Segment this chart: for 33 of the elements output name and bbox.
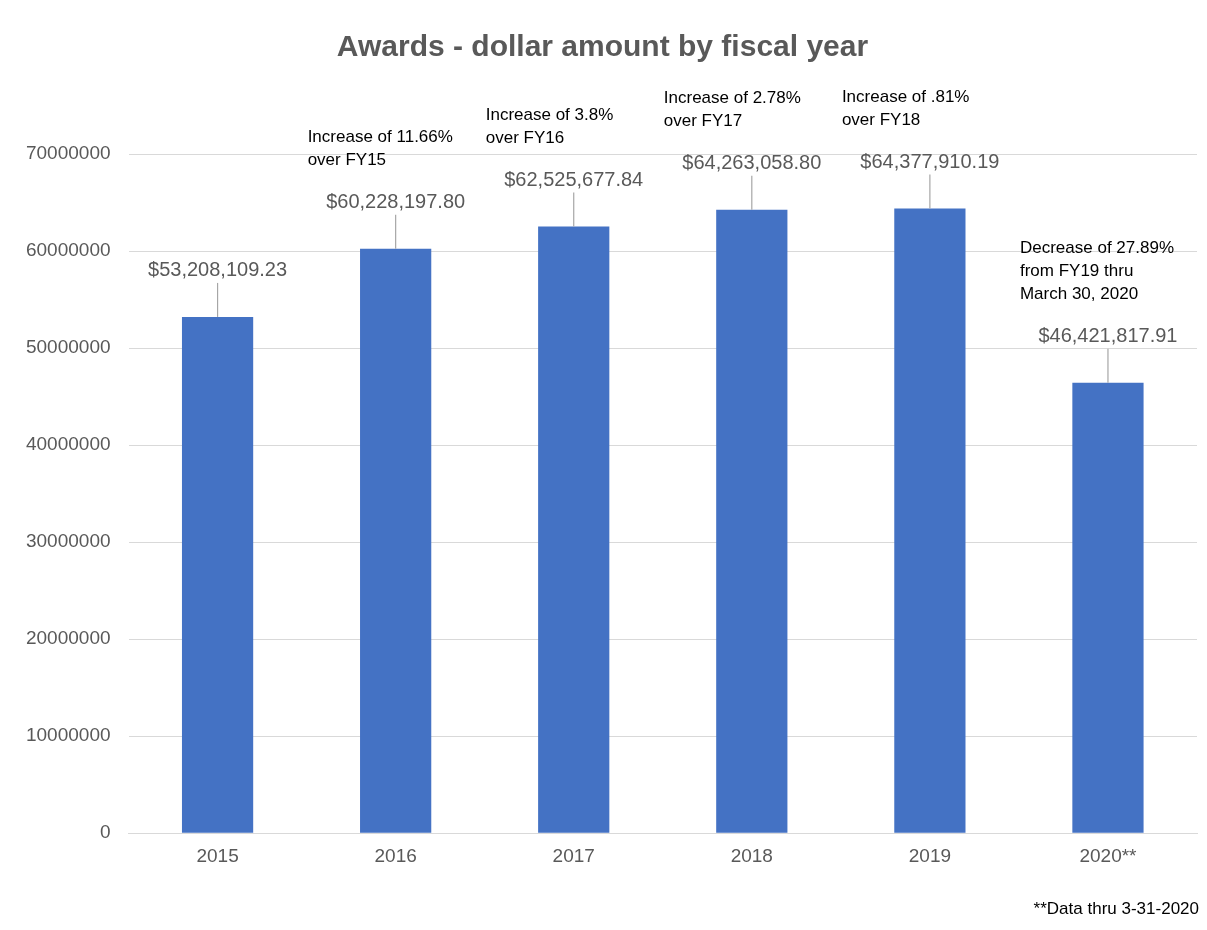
- x-tick-label: 2020**: [1079, 844, 1138, 866]
- data-label: $46,421,817.91: [1038, 324, 1178, 347]
- text: **Data thru 3-31-2020: [1033, 899, 1199, 919]
- data-label: $64,377,910.19: [860, 150, 1000, 173]
- bar: [1072, 382, 1144, 833]
- y-tick-label: 20000000: [25, 627, 111, 649]
- x-tick-label: 2015: [196, 844, 239, 866]
- data-label: $64,263,058.80: [682, 151, 822, 174]
- bar: [894, 208, 966, 833]
- bar: [716, 209, 788, 833]
- x-tick-label: 2019: [908, 844, 952, 866]
- x-tick-label: 2017: [552, 844, 595, 866]
- y-tick-label: 10000000: [25, 724, 111, 746]
- y-tick-label: 0: [99, 821, 111, 843]
- x-tick-label: 2018: [730, 844, 773, 866]
- annotation: Decrease of 27.89% from FY19 thru March 30, 2020: [1019, 237, 1175, 303]
- data-label: $53,208,109.23: [148, 258, 288, 281]
- x-tick-label: 2016: [374, 844, 417, 866]
- text: Increase of 2.78% over FY17: [663, 87, 801, 130]
- data-label: $62,525,677.84: [504, 168, 644, 191]
- y-tick-label: 40000000: [25, 433, 111, 455]
- y-tick-label: 60000000: [25, 239, 111, 261]
- bar: [538, 226, 610, 833]
- annotation: Increase of 11.66% over FY15: [307, 127, 453, 169]
- y-tick-label: 70000000: [25, 142, 111, 164]
- text: Increase of .81% over FY18: [841, 86, 970, 129]
- chart-title: Awards - dollar amount by fiscal year: [336, 29, 869, 63]
- bar: [360, 248, 432, 833]
- bar: [181, 316, 254, 833]
- text: Increase of 3.8% over FY16: [485, 104, 614, 147]
- data-label: $60,228,197.80: [326, 190, 466, 213]
- y-tick-label: 30000000: [25, 530, 111, 552]
- y-tick-label: 50000000: [25, 336, 111, 358]
